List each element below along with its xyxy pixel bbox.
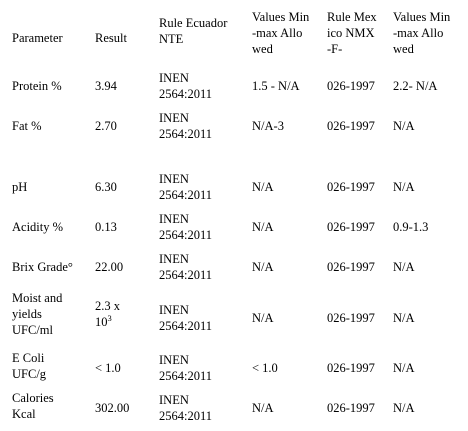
row-ph-result: 6.30 xyxy=(95,180,117,194)
row-ecoli-result: < 1.0 xyxy=(95,361,121,375)
row-protein-rule-ecuador: INEN 2564:2011 xyxy=(159,71,213,101)
row-fat-rule-ecuador: INEN 2564:2011 xyxy=(159,111,213,141)
row-acidity-parameter: Acidity % xyxy=(12,220,64,234)
row-protein-rule-mexico: 026-1997 xyxy=(327,79,375,93)
row-calories-values-ecuador: N/A xyxy=(252,401,274,415)
row-acidity-result: 0.13 xyxy=(95,220,117,234)
row-fat-parameter: Fat % xyxy=(12,119,42,133)
row-calories-rule-mexico: 026-1997 xyxy=(327,401,375,415)
header-values-mexico: Values Min -max Allo wed xyxy=(393,10,451,56)
row-brix-rule-mexico: 026-1997 xyxy=(327,260,375,274)
header-rule-mexico: Rule Mex ico NMX -F- xyxy=(327,10,377,56)
row-ph-values-mexico: N/A xyxy=(393,180,415,194)
row-fat-rule-mexico: 026-1997 xyxy=(327,119,375,133)
row-ph-rule-ecuador: INEN 2564:2011 xyxy=(159,172,213,202)
row-moist-rule-ecuador: INEN 2564:2011 xyxy=(159,303,213,333)
row-calories-parameter: Calories Kcal xyxy=(12,391,54,421)
row-protein-parameter: Protein % xyxy=(12,79,62,93)
row-acidity-rule-ecuador: INEN 2564:2011 xyxy=(159,212,213,242)
row-moist-values-mexico: N/A xyxy=(393,311,415,325)
row-ecoli-rule-mexico: 026-1997 xyxy=(327,361,375,375)
row-acidity-rule-mexico: 026-1997 xyxy=(327,220,375,234)
row-ecoli-rule-ecuador: INEN 2564:2011 xyxy=(159,353,213,383)
row-fat-values-ecuador: N/A-3 xyxy=(252,119,284,133)
row-acidity-values-mexico: 0.9-1.3 xyxy=(393,220,429,234)
row-moist-result: 2.3 x 103 xyxy=(95,299,120,329)
row-moist-rule-mexico: 026-1997 xyxy=(327,311,375,325)
row-brix-rule-ecuador: INEN 2564:2011 xyxy=(159,252,213,282)
header-parameter: Parameter xyxy=(12,31,63,45)
row-brix-result: 22.00 xyxy=(95,260,124,274)
row-ph-parameter: pH xyxy=(12,180,28,194)
row-calories-result: 302.00 xyxy=(95,401,130,415)
exponent: 3 xyxy=(107,312,112,323)
row-fat-result: 2.70 xyxy=(95,119,117,133)
row-protein-values-mexico: 2.2- N/A xyxy=(393,79,438,93)
row-brix-parameter: Brix Grade° xyxy=(12,260,73,274)
row-ecoli-values-ecuador: < 1.0 xyxy=(252,361,278,375)
row-ecoli-values-mexico: N/A xyxy=(393,361,415,375)
row-ph-values-ecuador: N/A xyxy=(252,180,274,194)
row-protein-values-ecuador: 1.5 - N/A xyxy=(252,79,300,93)
row-protein-result: 3.94 xyxy=(95,79,117,93)
row-moist-parameter: Moist and yields UFC/ml xyxy=(12,291,63,337)
header-rule-ecuador: Rule Ecuador NTE xyxy=(159,16,228,46)
row-calories-rule-ecuador: INEN 2564:2011 xyxy=(159,393,213,423)
row-moist-values-ecuador: N/A xyxy=(252,311,274,325)
header-result: Result xyxy=(95,31,127,45)
row-ecoli-parameter: E Coli UFC/g xyxy=(12,351,47,381)
row-fat-values-mexico: N/A xyxy=(393,119,415,133)
header-values-ecuador: Values Min -max Allo wed xyxy=(252,10,310,56)
row-brix-values-mexico: N/A xyxy=(393,260,415,274)
row-acidity-values-ecuador: N/A xyxy=(252,220,274,234)
row-ph-rule-mexico: 026-1997 xyxy=(327,180,375,194)
row-calories-values-mexico: N/A xyxy=(393,401,415,415)
row-brix-values-ecuador: N/A xyxy=(252,260,274,274)
